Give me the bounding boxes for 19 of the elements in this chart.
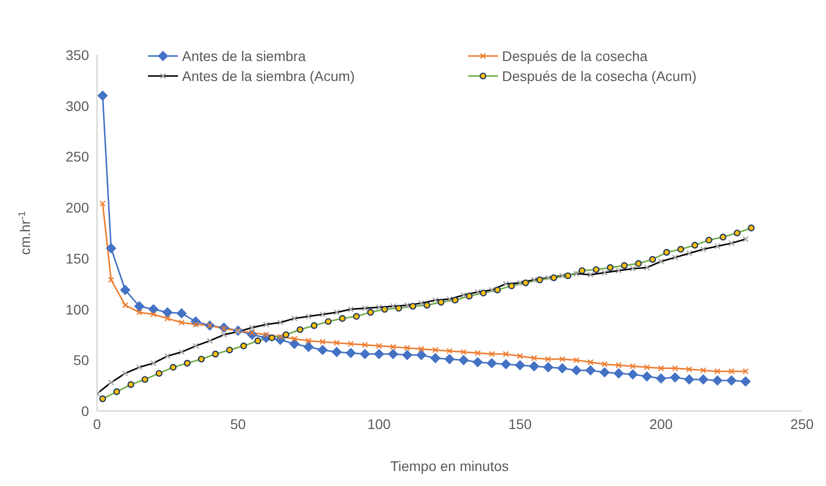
legend-label: Después de la cosecha (Acum) xyxy=(502,68,697,84)
y-tick-label: 350 xyxy=(66,46,90,63)
y-tick-label: 50 xyxy=(73,352,90,368)
x-tick-label: 250 xyxy=(790,416,814,432)
x-tick-label: 100 xyxy=(367,416,391,432)
x-tick-label: 200 xyxy=(649,416,673,432)
legend-label: Después de la cosecha xyxy=(502,48,648,64)
x-tick-label: 0 xyxy=(93,416,102,432)
y-tick-label: 0 xyxy=(81,402,90,419)
x-tick-label: 150 xyxy=(508,416,532,432)
x-tick-label: 50 xyxy=(230,416,246,432)
legend-label: Antes de la siembra xyxy=(182,48,306,64)
y-tick-label: 100 xyxy=(66,301,90,318)
y-tick-label: 300 xyxy=(66,98,90,114)
y-tick-label: 150 xyxy=(66,250,90,266)
y-tick-label: 250 xyxy=(66,148,90,165)
y-tick-label: 200 xyxy=(66,200,90,216)
x-axis-title: Tiempo en minutos xyxy=(390,458,509,474)
legend-label: Antes de la siembra (Acum) xyxy=(182,68,355,84)
